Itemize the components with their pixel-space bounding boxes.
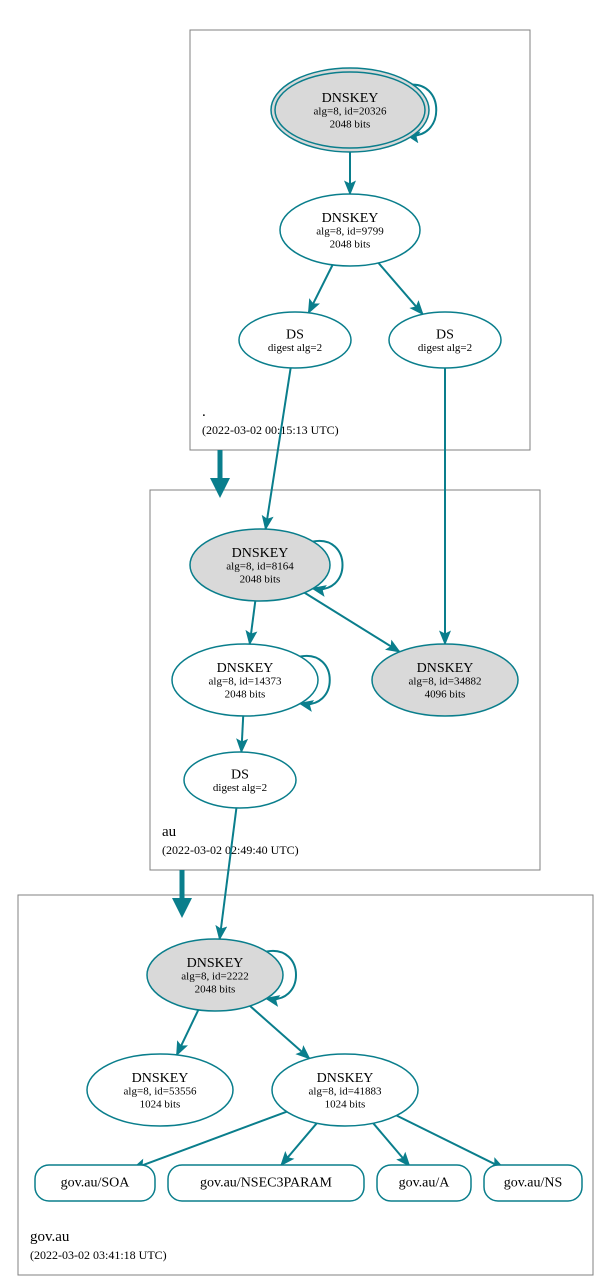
record-label: gov.au/A — [399, 1176, 451, 1191]
node-title: DNSKEY — [417, 661, 474, 676]
node-subtext: alg=8, id=8164 — [226, 561, 294, 573]
node-subtext: 2048 bits — [330, 119, 371, 131]
node-subtext: 4096 bits — [425, 689, 466, 701]
node-subtext: alg=8, id=41883 — [309, 1086, 382, 1098]
node-title: DNSKEY — [322, 91, 379, 106]
dnssec-diagram: . (2022-03-02 00:15:13 UTC) au (2022-03-02 … — [0, 0, 605, 1278]
node-subtext: 2048 bits — [330, 239, 371, 251]
node-subtext: 1024 bits — [140, 1099, 181, 1111]
node-subtext: digest alg=2 — [418, 342, 472, 354]
node-title: DNSKEY — [187, 956, 244, 971]
node-subtext: 2048 bits — [195, 984, 236, 996]
node-subtext: alg=8, id=34882 — [409, 676, 482, 688]
node-title: DNSKEY — [317, 1071, 374, 1086]
record-label: gov.au/SOA — [61, 1176, 131, 1191]
zone-title: au — [162, 824, 177, 840]
node-title: DNSKEY — [232, 546, 289, 561]
node-subtext: 2048 bits — [240, 574, 281, 586]
zone-timestamp: (2022-03-02 03:41:18 UTC) — [30, 1248, 167, 1262]
node-title: DS — [436, 328, 454, 343]
node-subtext: 2048 bits — [225, 689, 266, 701]
node-subtext: alg=8, id=2222 — [181, 971, 248, 983]
node-subtext: 1024 bits — [325, 1099, 366, 1111]
node-title: DNSKEY — [217, 661, 274, 676]
node-subtext: digest alg=2 — [213, 782, 267, 794]
node-subtext: alg=8, id=14373 — [209, 676, 282, 688]
node-title: DS — [231, 768, 249, 783]
zone-title: . — [202, 404, 206, 420]
record-label: gov.au/NS — [504, 1176, 563, 1191]
node-subtext: alg=8, id=20326 — [314, 106, 387, 118]
node-title: DNSKEY — [322, 211, 379, 226]
record-label: gov.au/NSEC3PARAM — [200, 1176, 333, 1191]
node-subtext: digest alg=2 — [268, 342, 322, 354]
node-subtext: alg=8, id=9799 — [316, 226, 384, 238]
node-subtext: alg=8, id=53556 — [124, 1086, 197, 1098]
zone-timestamp: (2022-03-02 00:15:13 UTC) — [202, 423, 339, 437]
node-title: DS — [286, 328, 304, 343]
zone-title: gov.au — [30, 1229, 70, 1245]
node-title: DNSKEY — [132, 1071, 189, 1086]
